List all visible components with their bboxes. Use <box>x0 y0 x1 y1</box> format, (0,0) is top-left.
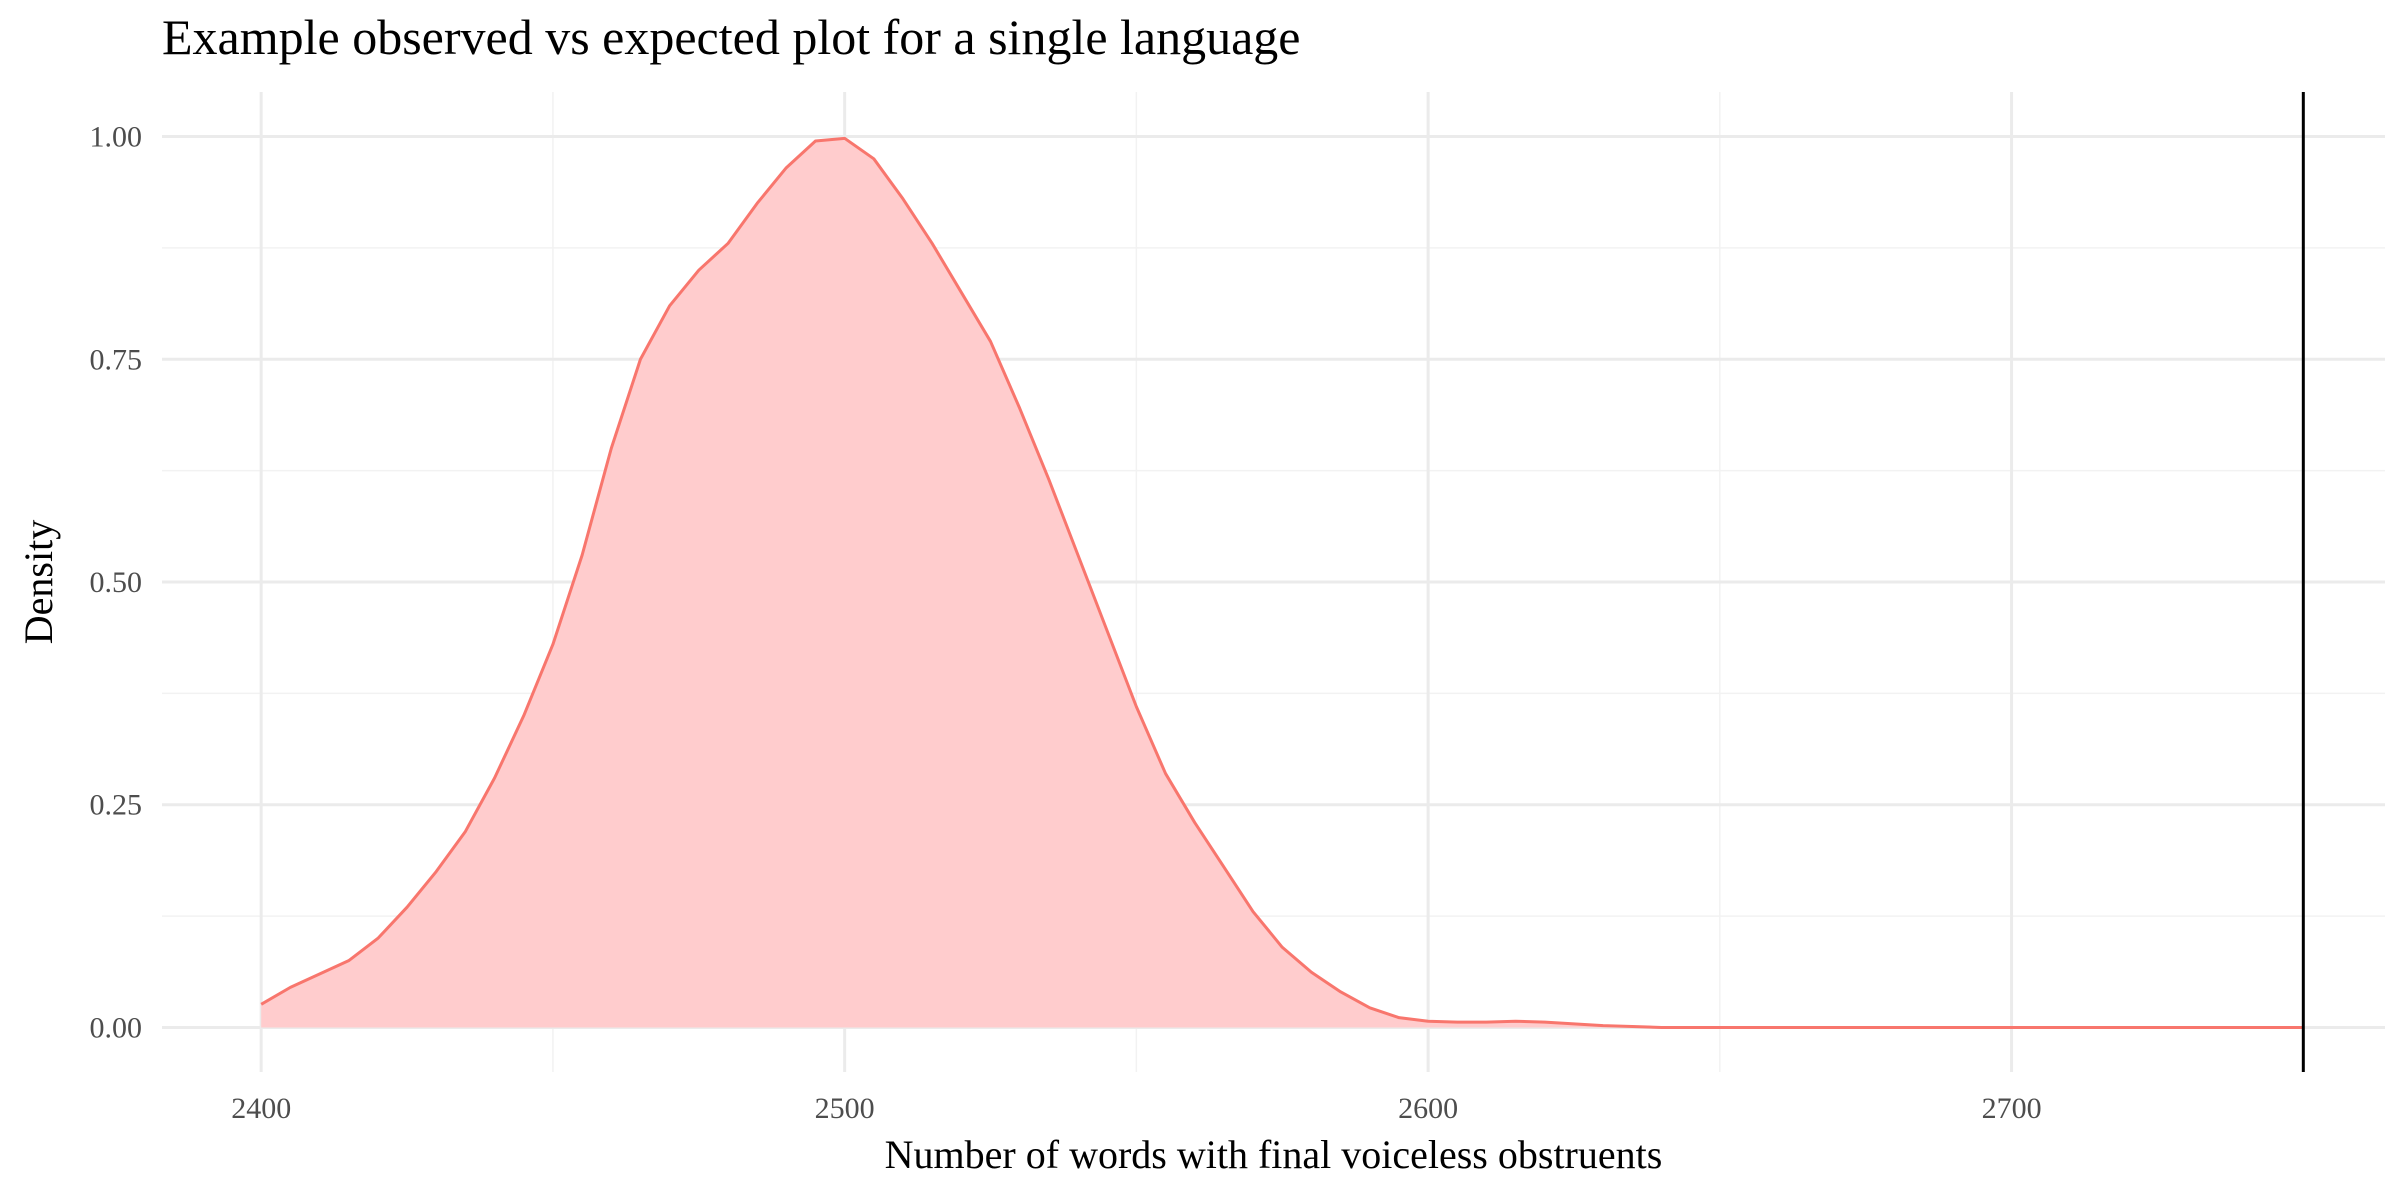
y-tick-label: 0.25 <box>90 789 143 822</box>
y-tick-label: 0.00 <box>90 1011 143 1044</box>
y-axis-ticks: 0.00 0.25 0.50 0.75 1.00 <box>90 121 143 1045</box>
density-area <box>261 138 2304 1028</box>
x-tick-label: 2400 <box>231 1092 291 1125</box>
y-tick-label: 0.50 <box>90 566 143 599</box>
x-tick-label: 2600 <box>1398 1092 1458 1125</box>
x-axis-ticks: 2400 2500 2600 2700 <box>231 1092 2041 1125</box>
y-axis-title: Density <box>16 520 61 644</box>
x-tick-label: 2700 <box>1982 1092 2042 1125</box>
y-tick-label: 1.00 <box>90 121 143 154</box>
y-tick-label: 0.75 <box>90 343 143 376</box>
x-axis-title: Number of words with final voiceless obs… <box>885 1132 1663 1177</box>
x-tick-label: 2500 <box>815 1092 875 1125</box>
chart-title: Example observed vs expected plot for a … <box>162 9 1301 65</box>
density-line <box>260 136 2304 1029</box>
